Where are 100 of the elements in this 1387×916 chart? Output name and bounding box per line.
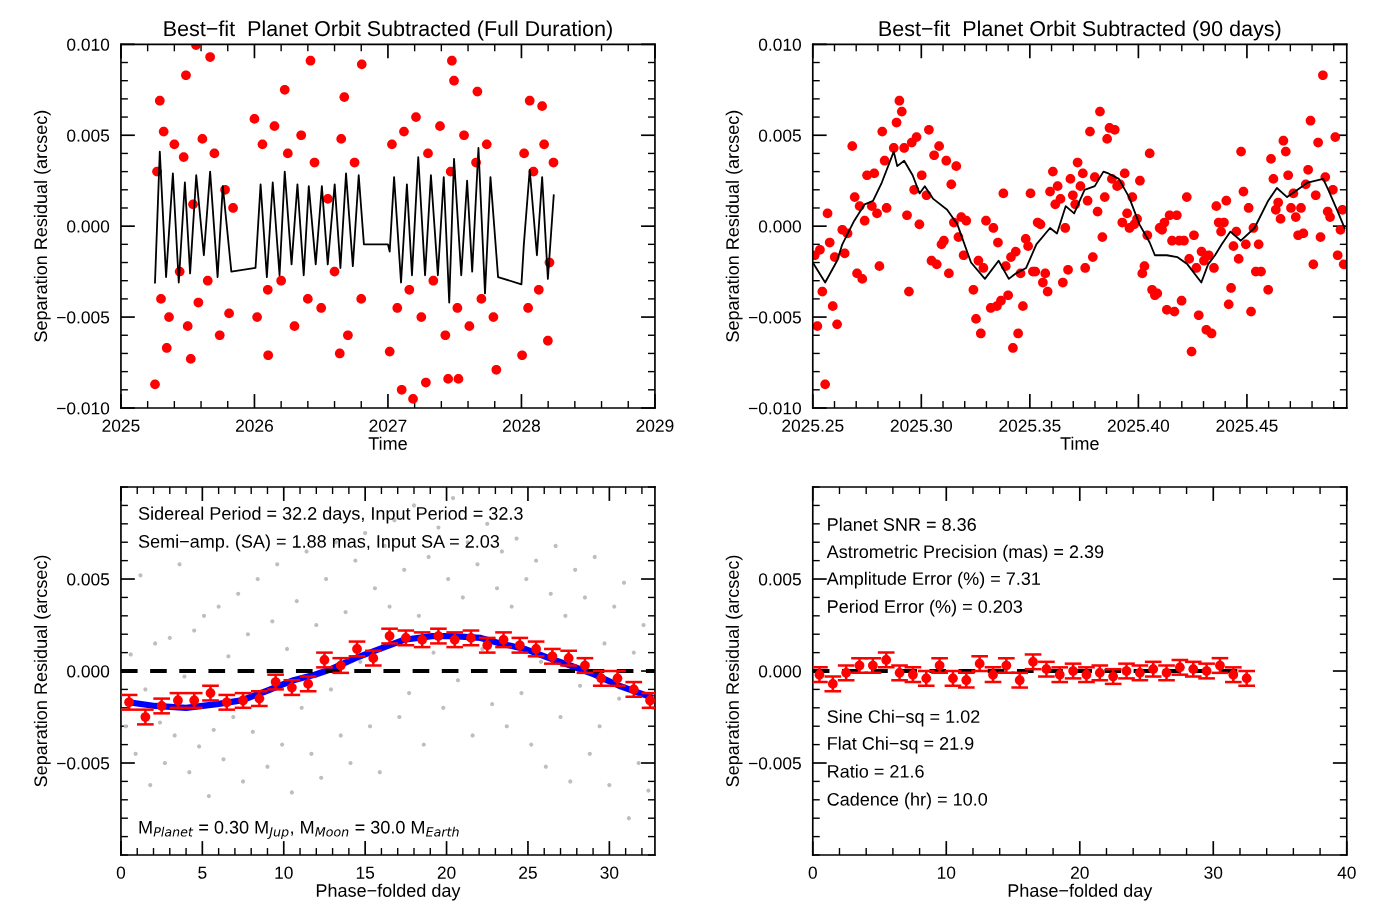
y-tick-label: 0.005 — [67, 573, 110, 586]
point — [814, 669, 825, 680]
y-tick-label: −0.010 — [748, 402, 801, 415]
y-tick-label: −0.005 — [57, 757, 110, 770]
point — [205, 688, 216, 698]
y-tick-label: −0.005 — [57, 311, 110, 324]
x-axis-title: Phase−folded day — [316, 883, 461, 901]
point — [514, 640, 525, 651]
y-tick-label: 0.000 — [758, 220, 801, 233]
annotation: Sidereal Period = 32.2 days, Input Period = 32.3 — [138, 506, 523, 524]
point — [156, 701, 167, 711]
point — [881, 655, 892, 665]
point — [1108, 671, 1119, 682]
point — [433, 631, 444, 641]
x-tick-label: 2025.35 — [999, 419, 1061, 432]
point — [1121, 666, 1132, 676]
annotation: Amplitude Error (%) = 7.31 — [826, 571, 1041, 589]
x-tick-label: 30 — [600, 866, 619, 879]
x-tick-label: 20 — [1071, 866, 1089, 879]
point — [221, 697, 232, 708]
point — [482, 640, 493, 651]
point — [1201, 666, 1212, 676]
point — [1014, 675, 1025, 686]
chart-title: Best−fit Planet Orbit Subtracted (Full Duration) — [164, 20, 612, 41]
y-tick-label: 0.005 — [67, 129, 110, 142]
annotation: M$_{Planet}$ = 0.30 M$_{Jup}$, M$_{Moon}$ = 30.0 M$_{Earth}$ — [139, 820, 459, 840]
x-axis-title: Time — [368, 436, 407, 450]
annotation: Sine Chi−sq = 1.02 — [827, 709, 980, 727]
x-tick-label: 2028 — [503, 419, 540, 432]
point — [563, 653, 574, 663]
x-axis-title: Phase−folded day — [1008, 883, 1153, 901]
point — [140, 712, 151, 722]
point — [921, 673, 932, 684]
x-axis-title: Time — [1060, 436, 1099, 450]
y-axis-title: Separation Residual (arcsec) — [725, 555, 743, 787]
x-tick-label: 5 — [198, 866, 207, 879]
point — [1041, 664, 1052, 675]
x-tick-label: 40 — [1337, 866, 1356, 879]
point — [189, 695, 200, 706]
y-tick-label: −0.010 — [57, 402, 110, 415]
point — [1001, 660, 1012, 671]
point — [1094, 667, 1105, 678]
y-tick-label: 0.010 — [758, 38, 801, 51]
point — [841, 667, 852, 678]
y-tick-label: 0.005 — [758, 129, 801, 142]
x-tick-label: 25 — [519, 866, 537, 879]
point — [1241, 673, 1252, 684]
x-tick-label: 10 — [937, 866, 956, 879]
point — [596, 673, 607, 684]
point — [1228, 669, 1239, 680]
point — [854, 660, 865, 671]
annotation: Cadence (hr) = 10.0 — [827, 792, 988, 810]
point — [335, 660, 346, 671]
annotation: Planet SNR = 8.36 — [828, 517, 976, 531]
x-tick-label: 2027 — [369, 419, 407, 432]
x-tick-label: 2025.25 — [782, 419, 844, 432]
x-tick-label: 30 — [1204, 866, 1223, 879]
point — [1148, 664, 1159, 675]
point — [827, 679, 838, 689]
y-tick-label: −0.005 — [748, 757, 801, 770]
point — [934, 660, 945, 671]
y-tick-label: 0.000 — [67, 220, 110, 233]
point — [974, 658, 985, 669]
x-tick-label: 10 — [275, 866, 293, 879]
y-tick-label: 0.005 — [758, 573, 801, 586]
annotation: Period Error (%) = 0.203 — [828, 599, 1023, 617]
annotation: Semi−amp. (SA) = 1.88 mas, Input SA = 2.03 — [138, 534, 500, 552]
point — [270, 677, 281, 687]
y-tick-label: 0.000 — [758, 665, 801, 678]
point — [449, 634, 460, 645]
point — [1188, 664, 1199, 675]
point — [1134, 667, 1145, 678]
y-tick-label: 0.010 — [67, 38, 110, 51]
y-axis-title: Separation Residual (arcsec) — [725, 110, 743, 342]
x-tick-label: 2025.30 — [890, 419, 953, 432]
x-tick-label: 0 — [808, 866, 817, 879]
y-tick-label: −0.005 — [748, 311, 801, 324]
annotation: Ratio = 21.6 — [828, 764, 924, 778]
point — [1161, 667, 1172, 678]
point — [319, 655, 330, 665]
point — [1054, 669, 1065, 680]
chart-title: Best−fit Planet Orbit Subtracted (90 days) — [879, 20, 1281, 41]
x-tick-label: 2025 — [102, 419, 140, 432]
point — [368, 653, 379, 663]
line-series — [154, 147, 555, 304]
x-tick-label: 2025.40 — [1107, 419, 1170, 432]
x-tick-label: 15 — [356, 866, 375, 879]
x-tick-label: 0 — [116, 866, 126, 879]
point — [498, 634, 509, 645]
annotation: Astrometric Precision (mas) = 2.39 — [826, 544, 1104, 562]
x-tick-label: 2025.45 — [1216, 419, 1278, 432]
x-tick-label: 2026 — [236, 419, 273, 432]
x-tick-label: 20 — [437, 866, 456, 879]
annotation: Flat Chi−sq = 21.9 — [828, 736, 974, 754]
point — [384, 631, 395, 641]
y-axis-title: Separation Residual (arcsec) — [33, 555, 51, 787]
x-tick-label: 2029 — [636, 419, 674, 432]
point — [400, 633, 411, 643]
y-axis-title: Separation Residual (arcsec) — [33, 110, 51, 342]
y-tick-label: 0.000 — [67, 665, 110, 678]
